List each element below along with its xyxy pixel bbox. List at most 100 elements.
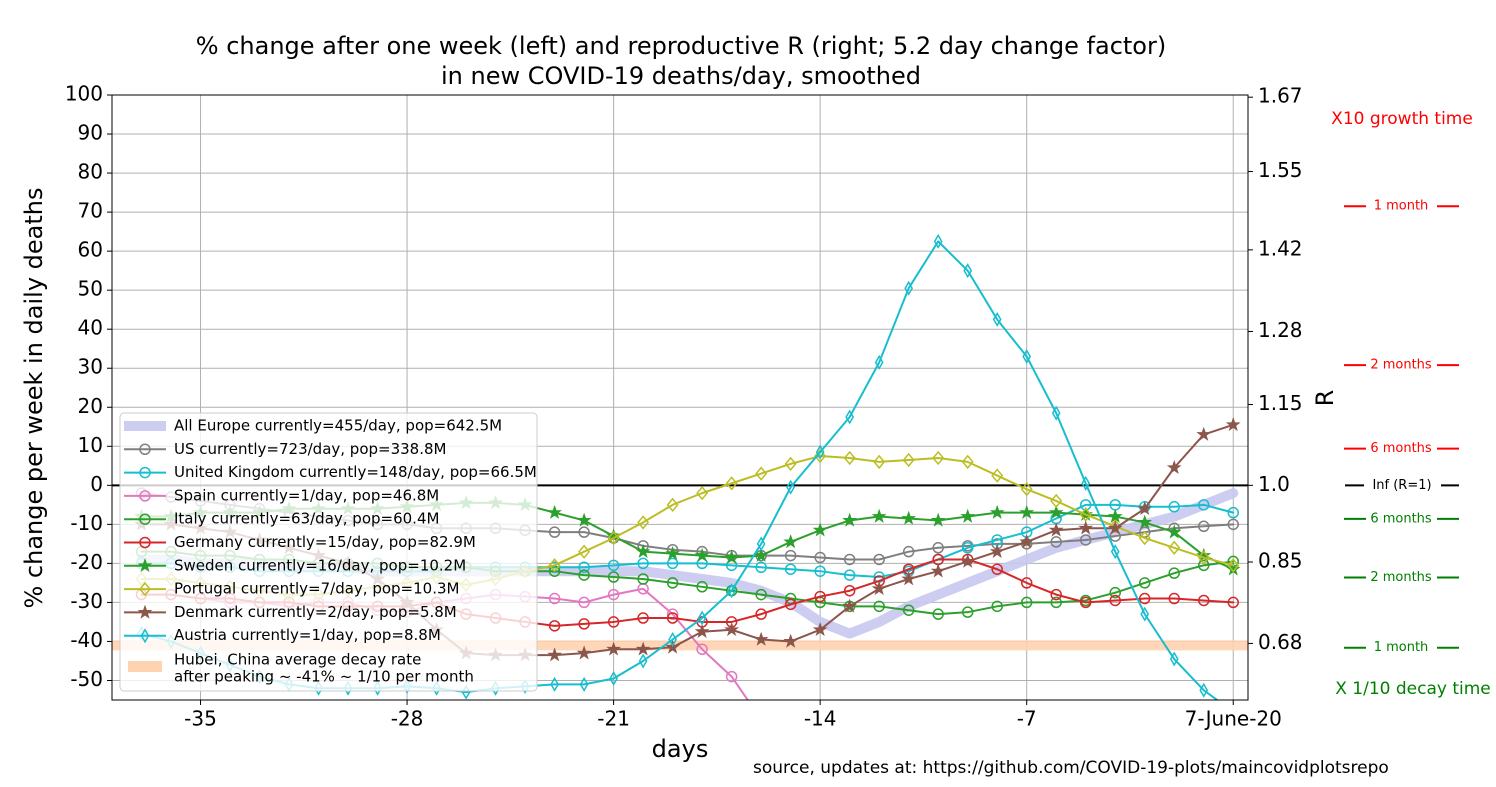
marker [1078,520,1094,535]
marker [991,468,1004,483]
marker [139,536,151,549]
y-tick-label: 30 [78,355,103,379]
marker [668,632,677,647]
marker [139,490,151,502]
y-tick-label: 80 [78,160,103,184]
marker [637,573,649,585]
marker [1107,508,1123,523]
marker [1022,349,1032,365]
y-tick-label: 50 [78,277,103,301]
marker [724,549,740,564]
marker [137,558,153,573]
y2-tick-label: 0.68 [1258,630,1303,654]
y-tick-label: -30 [70,589,103,613]
marker [814,565,826,577]
marker [873,454,886,470]
marker [139,581,151,597]
marker [960,508,976,523]
legend-label: Spain currently=1/day, pop=46.8M [174,486,439,504]
marker [578,618,590,630]
axes: -50 -40 -30 -20 -10 0 10 20 30 40 50 60 70 80 90 100 -35… [65,82,1303,731]
y-tick-label: -20 [70,550,103,574]
marker [961,454,974,470]
marker [1168,592,1180,605]
plot-frame [111,94,1249,701]
marker [961,542,974,554]
marker [696,581,708,593]
marker [960,553,976,568]
marker [576,512,592,527]
marker [1197,520,1210,533]
marker [724,621,740,637]
marker [1138,577,1151,589]
marker [1168,501,1180,513]
time-mark-label: Inf (R=1) [1372,478,1431,493]
marker [635,543,651,558]
marker [665,545,681,560]
marker [1050,536,1062,548]
marker [725,670,738,683]
marker [784,456,797,472]
marker [1081,475,1091,491]
marker [139,513,151,525]
marker [578,561,590,574]
marker [786,479,796,495]
marker [784,598,797,611]
time-mark-label: 6 months [1370,511,1432,526]
marker [1138,592,1151,605]
marker [1137,514,1153,529]
marker [548,620,561,632]
marker [696,643,708,656]
marker [843,450,856,466]
x-axis-label: days [652,735,709,763]
marker [873,553,885,566]
marker [579,676,589,692]
marker [784,549,797,562]
marker [637,515,650,530]
marker [1109,586,1121,599]
marker [1197,499,1210,511]
marker [814,551,826,564]
growth-title: X10 growth time [1331,109,1473,129]
marker [753,547,769,562]
marker [902,604,915,616]
marker [963,263,973,279]
marker [874,354,884,370]
marker [607,530,620,546]
marker [991,600,1003,613]
marker [139,466,151,479]
marker [1019,534,1035,549]
time-mark-label: 1 month [1374,640,1429,655]
marker [609,671,618,687]
marker [139,443,151,456]
marker [755,608,767,620]
legend-label: All Europe currently=455/day, pop=642.5M [174,417,502,435]
marker [873,600,885,613]
marker [696,485,709,501]
marker [784,563,797,575]
x-tick-label: -35 [184,707,217,731]
legend-label: after peaking ~ -41% ~ 1/10 per month [174,668,474,686]
marker [1225,417,1241,432]
marker [637,557,649,570]
marker [1107,520,1123,535]
legend-label: Sweden currently=16/day, pop=10.2M [174,556,466,574]
marker [1110,544,1120,560]
marker [783,534,799,549]
marker [638,653,648,669]
marker [1048,504,1064,519]
y2-tick-label: 0.85 [1258,549,1303,573]
marker [606,641,622,656]
y-tick-label: 100 [65,82,103,106]
marker [755,561,767,574]
marker [1168,567,1180,579]
marker [550,676,559,692]
marker [1166,459,1182,475]
y-tick-label: 10 [78,433,103,457]
y2-tick-label: 1.42 [1258,236,1303,260]
time-mark-label: 1 month [1374,199,1429,214]
marker [932,608,944,620]
legend-label: Italy currently=63/day, pop=60.4M [174,510,439,528]
reference-band [112,640,1248,651]
